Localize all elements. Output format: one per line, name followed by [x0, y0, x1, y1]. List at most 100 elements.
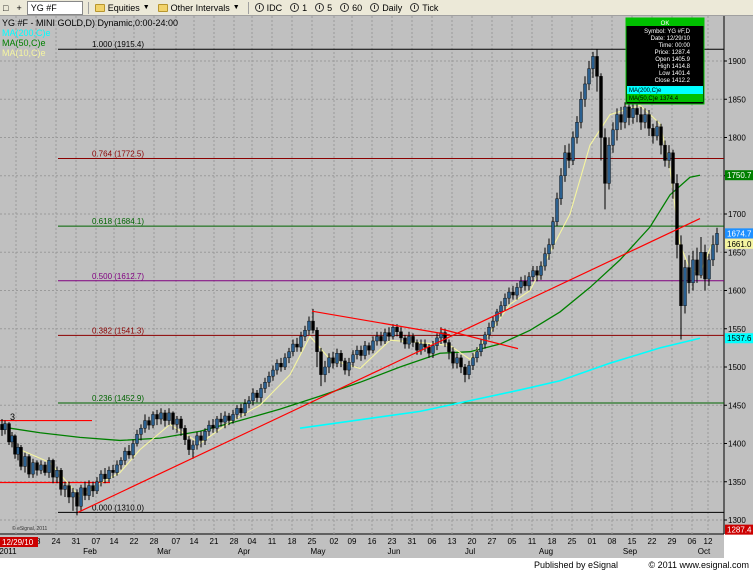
interval-1[interactable]: 1: [287, 1, 310, 15]
candle-body: [271, 369, 275, 377]
x-tick-label: 18: [288, 537, 297, 546]
data-window[interactable]: OK Symbol: YG #F,D Date: 12/29/10 Time: …: [625, 17, 705, 105]
price-chart[interactable]: 1.000 (1915.4) 0.764 (1772.5) 0.618 (1684.…: [0, 16, 753, 558]
candle-body: [13, 435, 17, 455]
candle-body: [559, 175, 563, 199]
interval-60[interactable]: 60: [337, 1, 365, 15]
other-intervals-menu[interactable]: Other Intervals ▼: [155, 1, 243, 15]
idc-label: IDC: [266, 2, 283, 13]
data-window-close: Close 1412.2: [655, 78, 691, 84]
y-tick-label: 1550: [728, 325, 746, 334]
candle-body: [487, 327, 491, 336]
candle-body: [259, 388, 263, 398]
y-tick-label: 1350: [728, 478, 746, 487]
candle-body: [683, 267, 687, 307]
candle-body: [715, 233, 719, 245]
x-tick-label: 25: [308, 537, 317, 546]
candle-body: [119, 460, 123, 466]
candle-body: [135, 434, 139, 444]
x-tick-label: 14: [190, 537, 199, 546]
candle-body: [459, 357, 463, 368]
candle-body: [503, 297, 507, 306]
interval-daily[interactable]: Daily: [367, 1, 405, 15]
candle-body: [587, 68, 591, 85]
candle-body: [287, 351, 291, 359]
x-month-label: 2011: [0, 547, 17, 556]
data-window-header: OK: [661, 21, 670, 27]
price-tag-text: 1674.7: [727, 229, 752, 238]
y-tick-label: 1650: [728, 248, 746, 257]
equities-menu[interactable]: Equities ▼: [92, 1, 153, 15]
x-tick-label: 05: [508, 537, 517, 546]
candle-body: [171, 412, 175, 425]
candle-body: [707, 259, 711, 280]
legend-ma200: MA(200,C)e: [2, 28, 51, 38]
candle-body: [363, 345, 367, 356]
candle-body: [691, 259, 695, 284]
candle-body: [623, 106, 627, 123]
x-tick-label: 08: [608, 537, 617, 546]
candle-body: [279, 362, 283, 368]
interval-5[interactable]: 5: [312, 1, 335, 15]
candle-body: [579, 99, 583, 123]
clock-icon: [315, 3, 325, 12]
candle-body: [267, 375, 271, 383]
x-tick-label: 12: [704, 537, 713, 546]
candle-body: [239, 408, 243, 414]
plus-icon[interactable]: +: [16, 2, 22, 13]
x-axis-area: [0, 534, 724, 558]
x-month-label: Jul: [465, 547, 475, 556]
fib-label: 0.618 (1684.1): [92, 217, 144, 226]
candle-body: [335, 353, 339, 364]
candle-body: [563, 152, 567, 176]
candle-body: [555, 198, 559, 222]
candle-body: [291, 343, 295, 352]
candle-body: [447, 342, 451, 352]
interval-tick[interactable]: Tick: [407, 1, 441, 15]
candle-body: [315, 330, 319, 352]
interval-idc[interactable]: IDC: [252, 1, 286, 15]
candle-body: [115, 464, 119, 473]
candle-body: [263, 382, 267, 389]
fib-label: 0.382 (1541.3): [92, 326, 144, 335]
interval-1-label: 1: [302, 2, 308, 13]
file-icon[interactable]: □: [3, 2, 9, 13]
candle-body: [203, 431, 207, 441]
candle-body: [347, 362, 351, 371]
candle-body: [583, 83, 587, 100]
symbol-box[interactable]: YG #F: [26, 0, 83, 15]
esignal-url[interactable]: © 2011 www.esignal.com: [648, 560, 749, 570]
price-tag: [725, 170, 753, 181]
data-window-header-bar: [626, 18, 704, 26]
price-tag: [725, 524, 753, 535]
candle-body: [323, 366, 327, 375]
candle-body: [95, 481, 99, 492]
x-tick-label: 11: [528, 537, 537, 546]
x-month-label: Jun: [388, 547, 401, 556]
interval-5-label: 5: [327, 2, 333, 13]
candle-body: [527, 276, 531, 287]
candle-body: [23, 456, 27, 467]
candle-body: [703, 252, 707, 280]
other-intervals-label: Other Intervals: [170, 2, 230, 13]
candle-body: [571, 137, 575, 161]
x-tick-label: 09: [348, 537, 357, 546]
trendline: [77, 218, 701, 513]
interval-daily-label: Daily: [382, 2, 403, 13]
candle-body: [655, 126, 659, 137]
legend-ma10: MA(10,C)e: [2, 48, 46, 58]
y-axis-area: [724, 16, 753, 534]
candle-body: [251, 392, 255, 401]
x-tick-label: 24: [52, 537, 61, 546]
candle-body: [647, 114, 651, 129]
candle-body: [51, 460, 55, 478]
folder-icon: [157, 3, 168, 12]
candle-body: [383, 332, 387, 342]
candle-body: [547, 244, 551, 254]
candle-body: [451, 351, 455, 364]
candle-body: [307, 320, 311, 331]
candle-body: [431, 345, 435, 354]
x-tick-label: 28: [150, 537, 159, 546]
candle-body: [375, 336, 379, 342]
candle-body: [443, 332, 447, 343]
